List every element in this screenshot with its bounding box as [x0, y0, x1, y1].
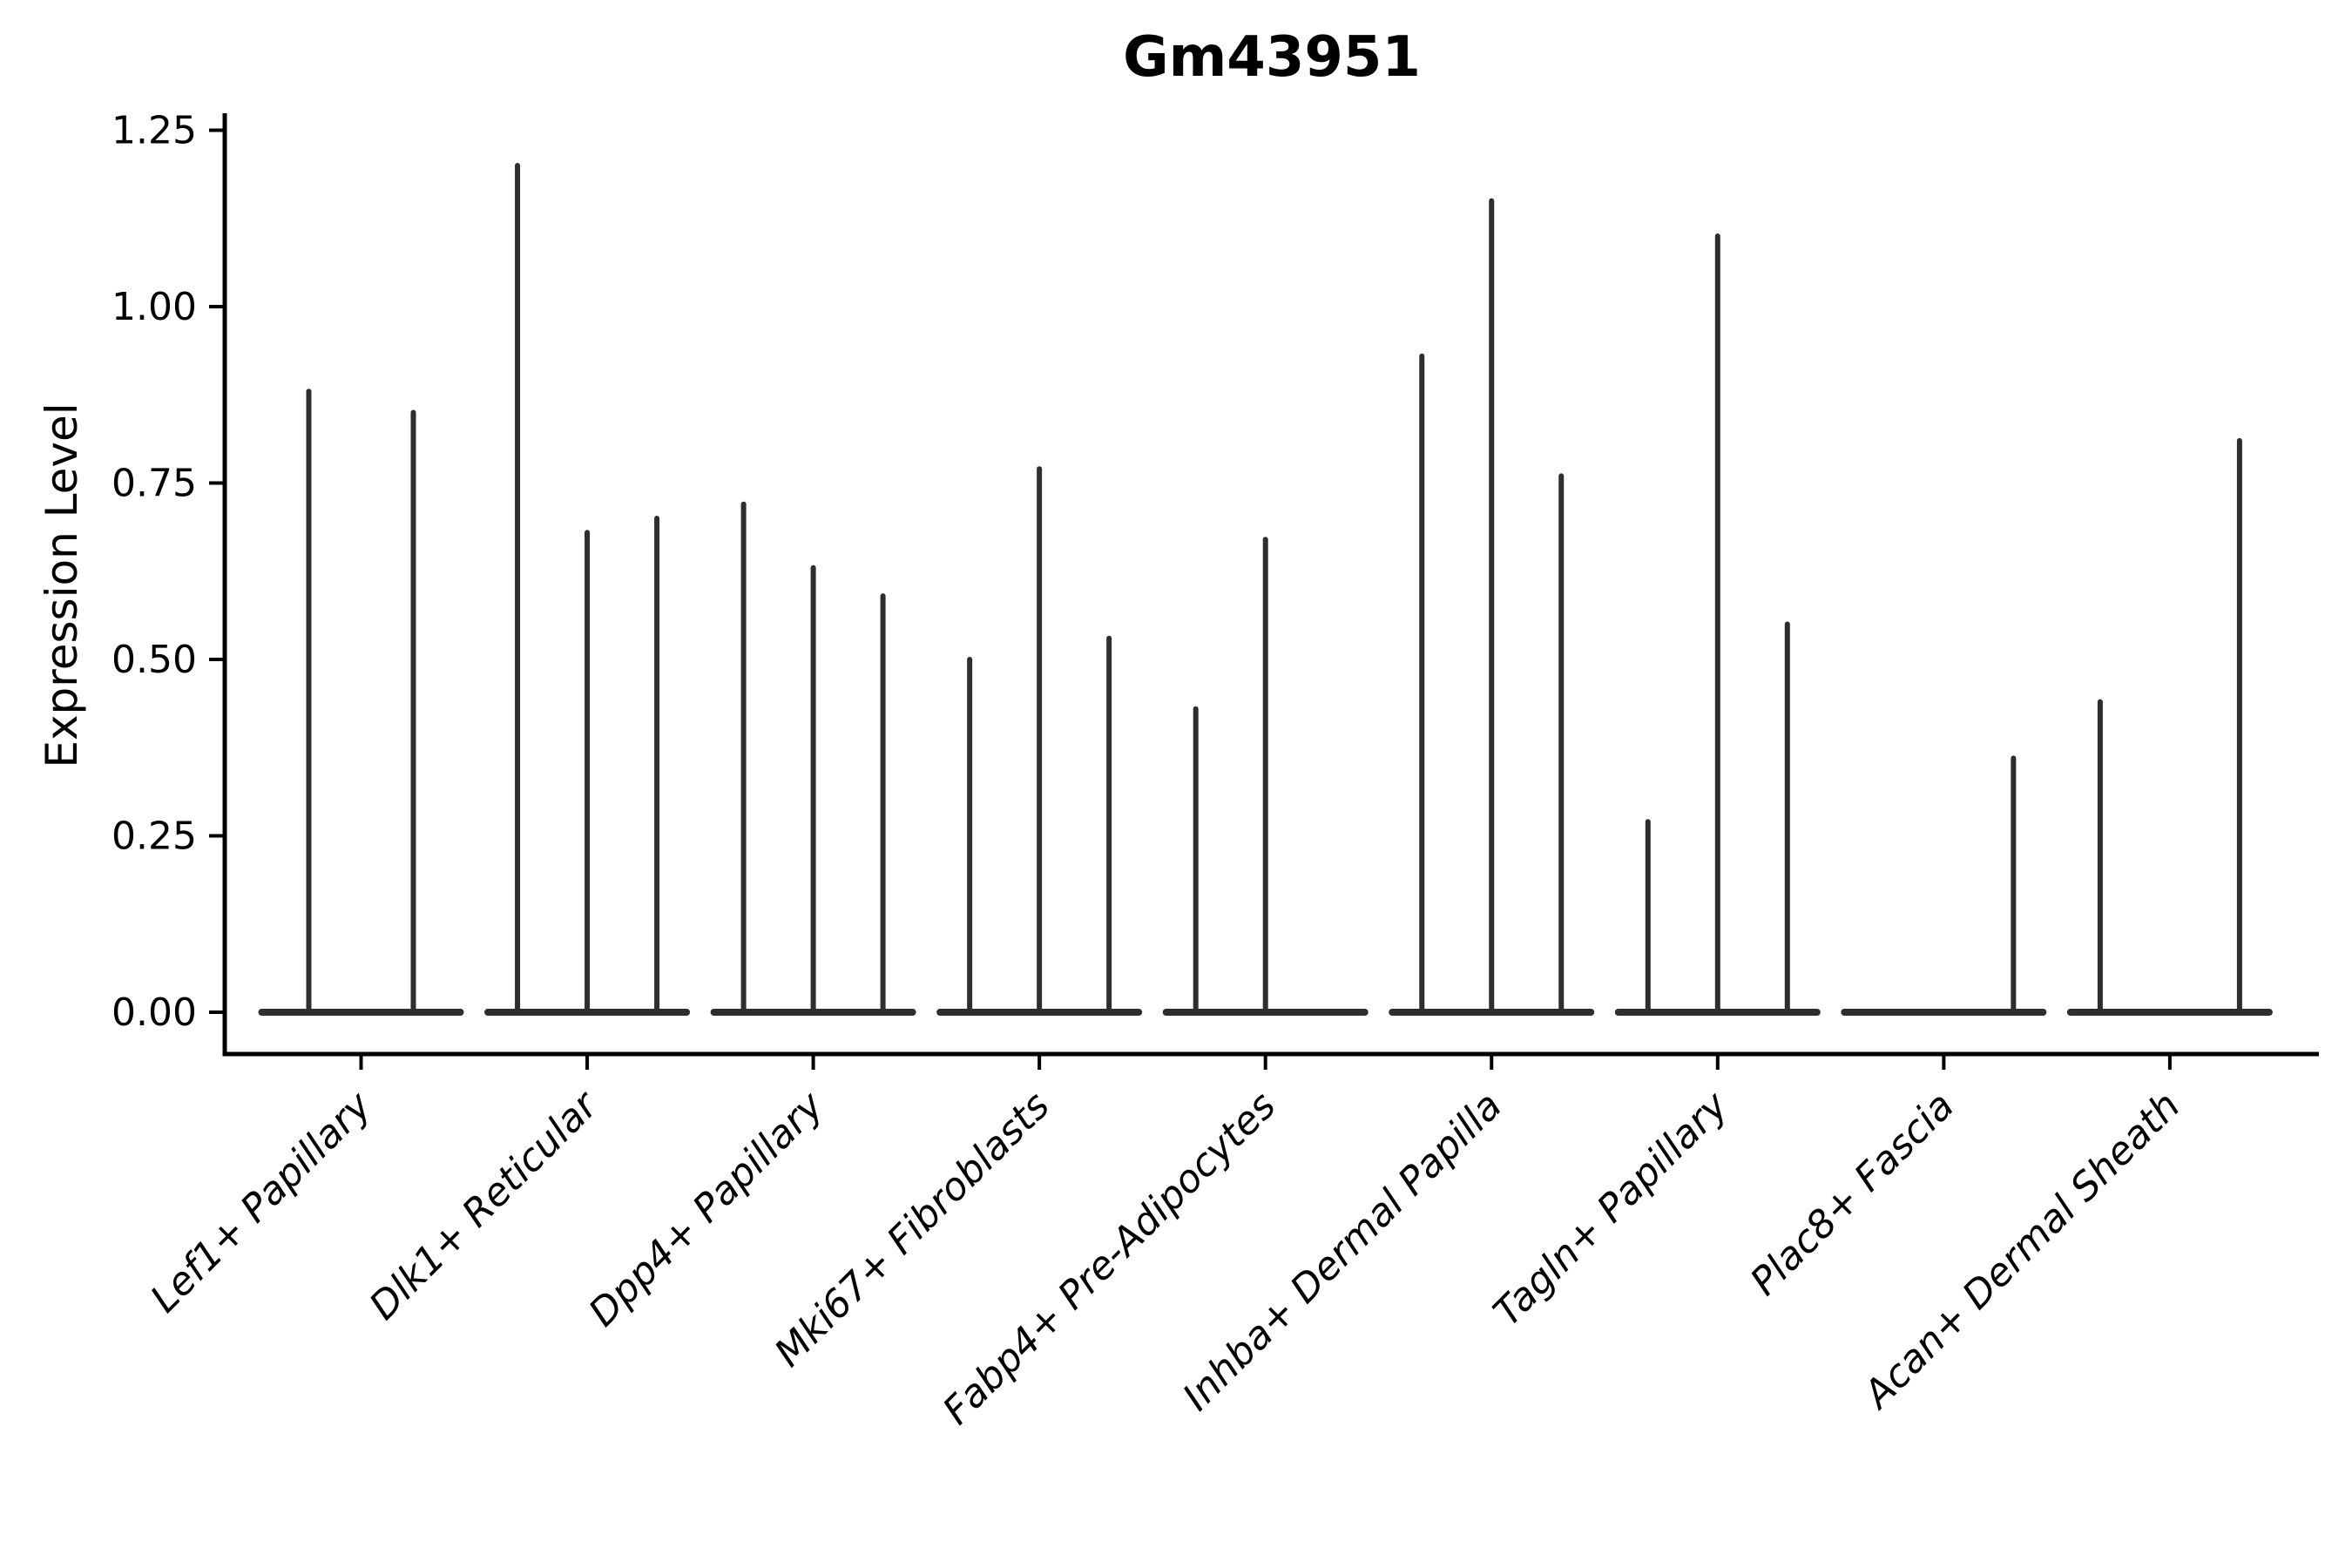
y-tick-label: 1.00	[112, 285, 197, 329]
x-axis-spine	[222, 1051, 2319, 1057]
violin-baseline	[258, 1009, 464, 1016]
violin-baseline	[2066, 1009, 2273, 1016]
x-tick-label: Lef1+ Papillary	[142, 1083, 381, 1321]
x-tick-label: Dlk1+ Reticular	[361, 1082, 607, 1328]
y-axis-spine	[222, 113, 227, 1057]
y-tick-label: 0.75	[112, 462, 197, 506]
x-tick-label: Tagln+ Papillary	[1485, 1083, 1737, 1335]
x-tick-label: Plac8+ Fascia	[1742, 1084, 1963, 1304]
y-tick-label: 0.50	[112, 638, 197, 682]
chart-title: Gm43951	[1123, 25, 1421, 90]
y-tick-label: 1.25	[112, 109, 197, 153]
violin-baseline	[1841, 1009, 2047, 1016]
y-tick-label: 0.25	[112, 814, 197, 859]
x-tick-label: Dpp4+ Papillary	[580, 1083, 833, 1335]
y-tick-label: 0.00	[112, 990, 197, 1035]
